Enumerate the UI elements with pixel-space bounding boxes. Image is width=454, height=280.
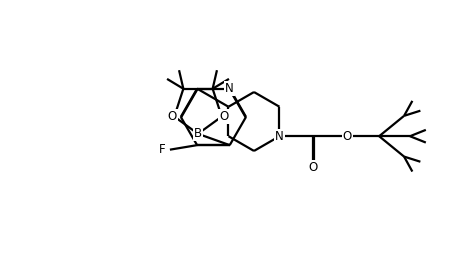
Text: O: O	[343, 130, 352, 143]
Text: O: O	[168, 110, 177, 123]
Text: O: O	[219, 110, 229, 123]
Text: N: N	[225, 82, 234, 95]
Text: N: N	[275, 130, 284, 143]
Text: F: F	[159, 143, 165, 156]
Text: O: O	[309, 162, 318, 174]
Text: B: B	[194, 127, 202, 140]
